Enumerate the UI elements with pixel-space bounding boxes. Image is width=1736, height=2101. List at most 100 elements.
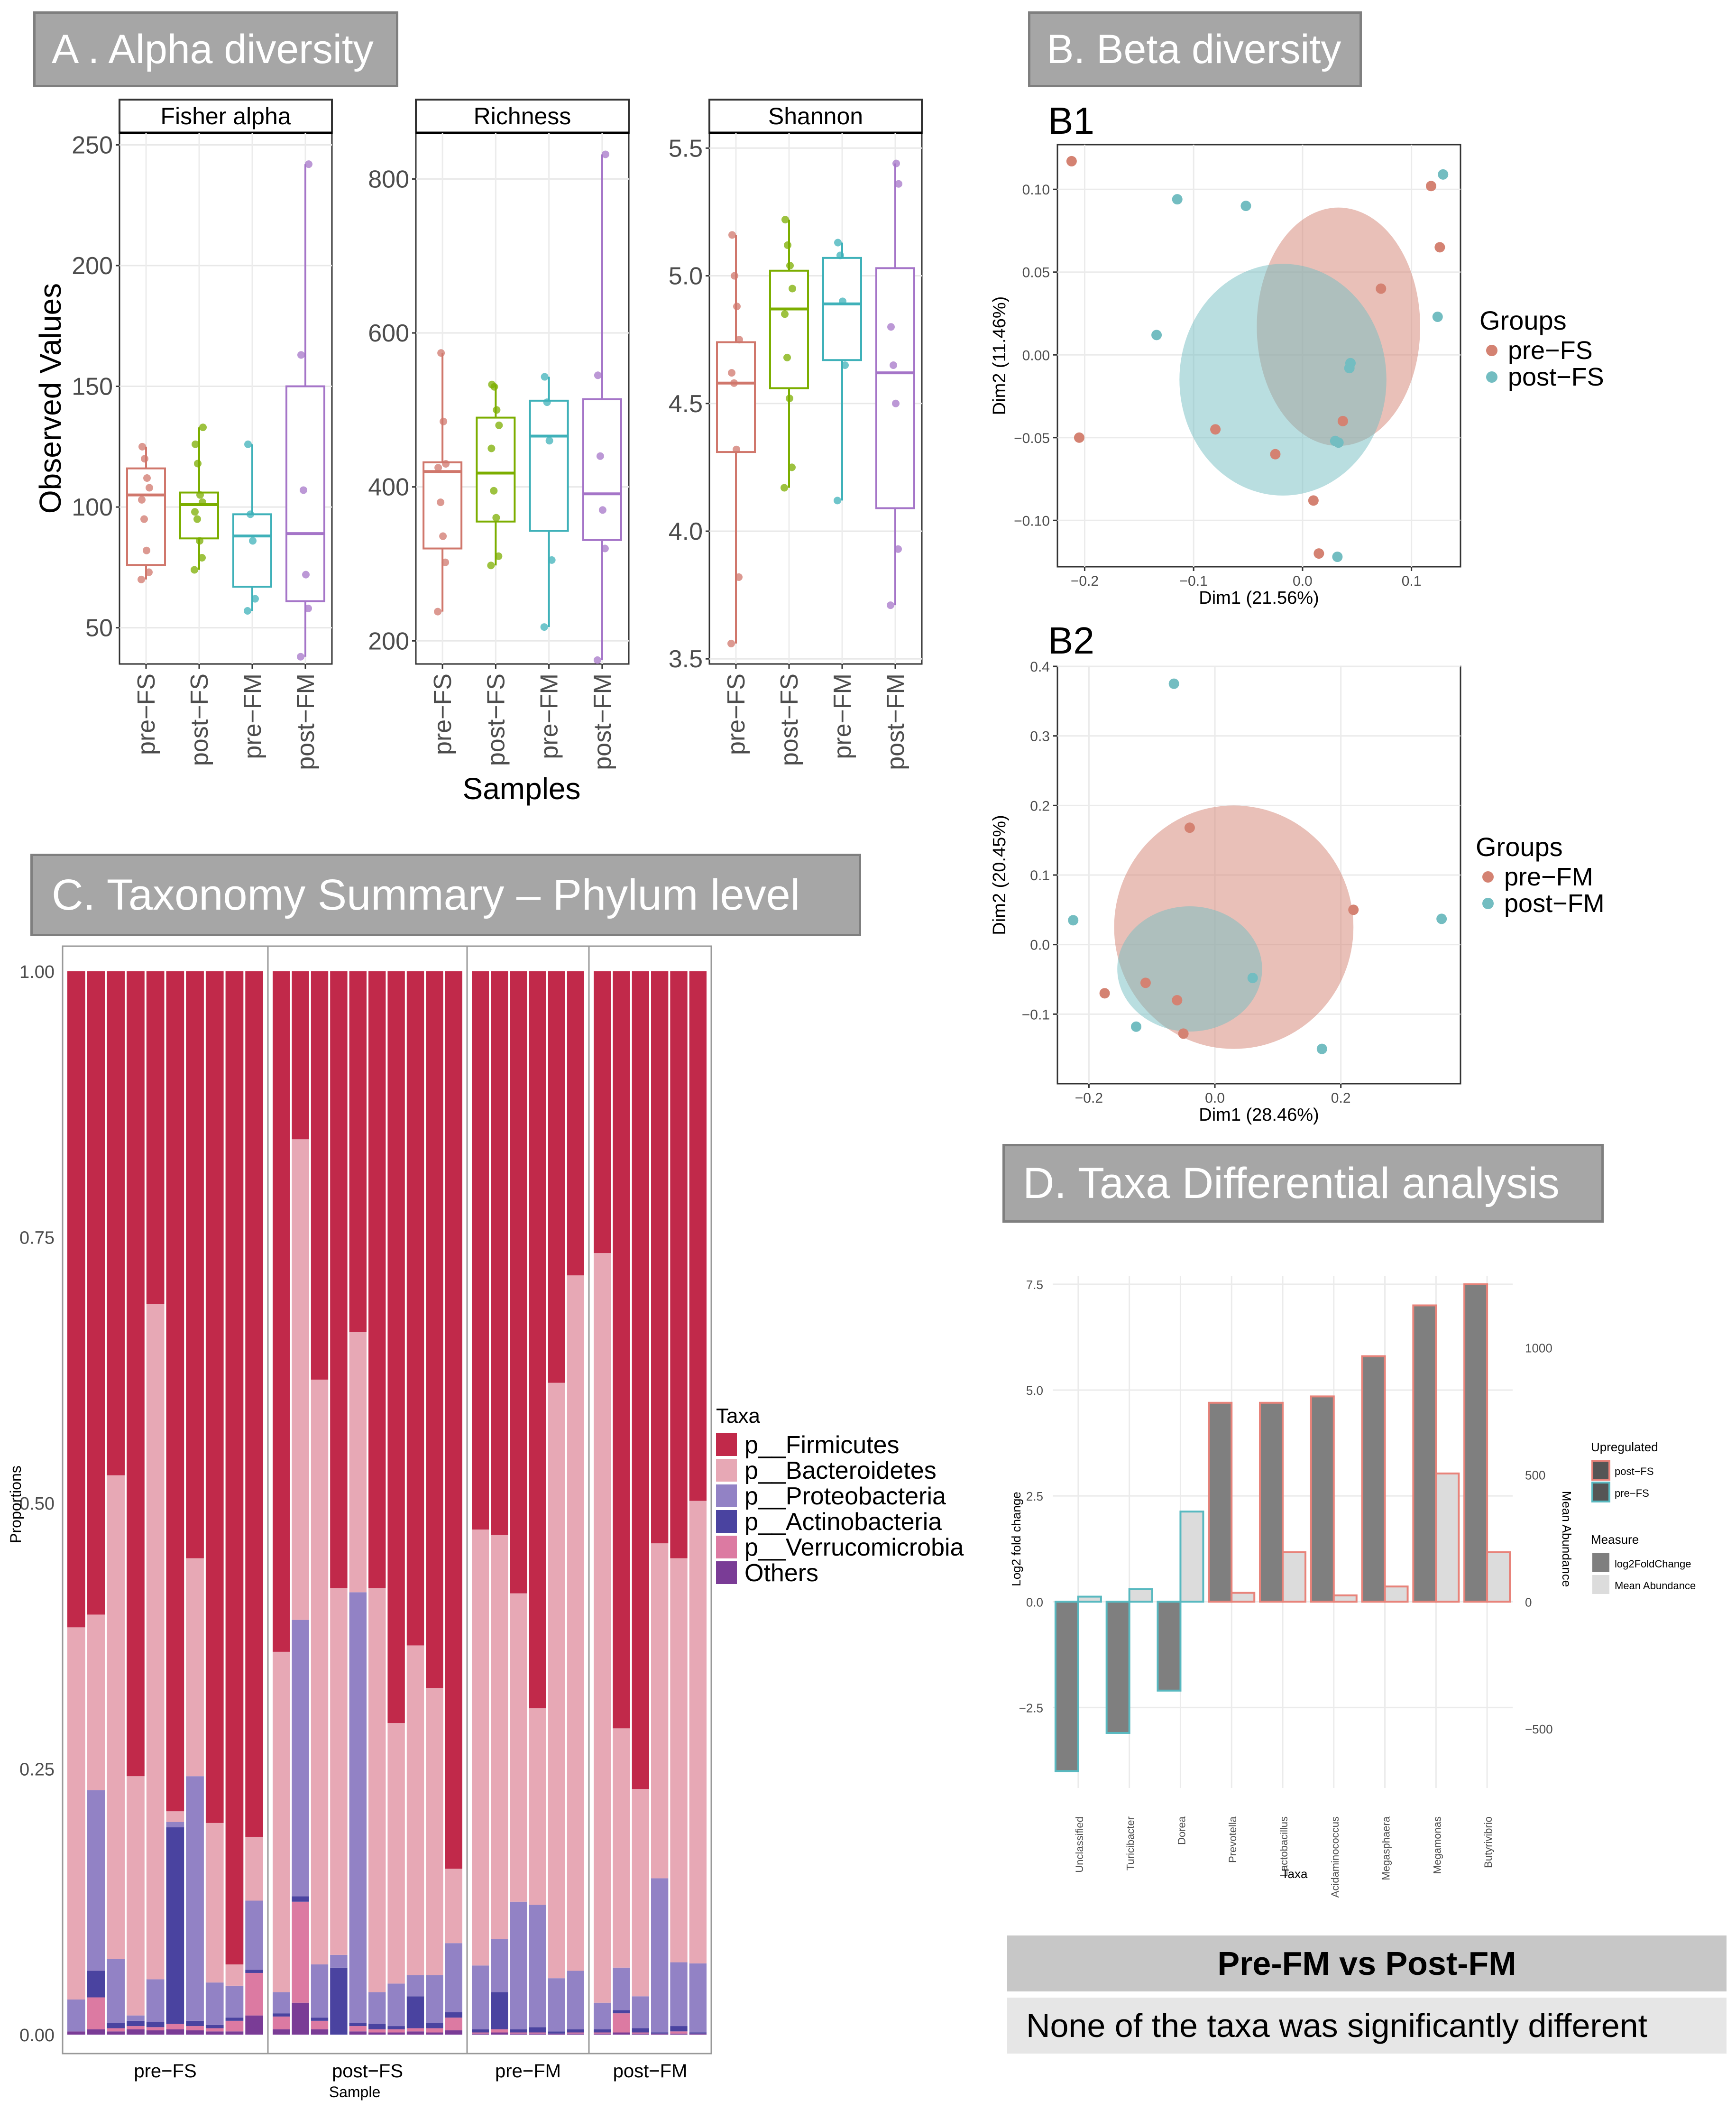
alpha-point	[892, 159, 900, 167]
taxonomy-bar-segment	[491, 1992, 508, 2029]
ordination-point	[1438, 169, 1449, 180]
banner-text-box: None of the taxa was significantly diffe…	[1007, 1998, 1727, 2054]
taxonomy-bar-segment	[368, 2029, 386, 2033]
diff-xtick-label: Megamonas	[1431, 1816, 1443, 1874]
alpha-ytick-label: 100	[72, 494, 113, 521]
alpha-ytick-label: 200	[368, 627, 409, 655]
alpha-point	[781, 310, 789, 318]
diff-logfc-bar	[1054, 1601, 1079, 1772]
ordination-point	[1270, 449, 1281, 460]
taxonomy-bar-segment	[127, 971, 145, 1777]
taxonomy-bar-segment	[510, 1901, 527, 2029]
taxonomy-bar-segment	[330, 971, 348, 1588]
taxonomy-bar-segment	[426, 2023, 443, 2028]
ordination-point	[1066, 156, 1077, 166]
alpha-panel-title: Shannon	[768, 103, 863, 129]
taxonomy-legend-label: p__Actinobacteria	[744, 1508, 942, 1536]
taxonomy-bar-segment	[548, 2033, 565, 2035]
alpha-xtick-label: pre−FS	[133, 673, 160, 755]
taxonomy-bar-segment	[613, 1728, 630, 1968]
taxonomy-legend-key	[716, 1561, 737, 1584]
alpha-point	[887, 323, 895, 331]
ordination-legend-key	[1486, 371, 1497, 383]
taxonomy-bar-segment	[127, 2029, 145, 2035]
taxonomy-bar-segment	[245, 2015, 263, 2035]
taxonomy-bar-segment	[292, 1139, 309, 1620]
taxonomy-legend-key	[716, 1459, 737, 1482]
alpha-point	[300, 486, 307, 494]
alpha-point	[199, 498, 206, 506]
taxonomy-bar-segment	[292, 1901, 309, 2003]
alpha-point	[887, 601, 894, 609]
taxonomy-bar-segment	[166, 2029, 184, 2035]
alpha-point	[783, 353, 791, 361]
diff-abundance-bar	[1384, 1585, 1409, 1603]
banner-text: None of the taxa was significantly diffe…	[1026, 2007, 1648, 2044]
taxonomy-bar-segment	[594, 2002, 611, 2029]
alpha-point	[735, 573, 743, 581]
ordination-ylabel: Dim2 (11.46%)	[990, 296, 1010, 415]
taxonomy-bar-segment	[567, 971, 584, 1276]
taxonomy-bar-segment	[67, 971, 85, 1628]
diff-abundance-bar	[1128, 1588, 1153, 1603]
diff-legend-label: Mean Abundance	[1615, 1580, 1696, 1592]
taxonomy-bar-segment	[107, 2028, 125, 2032]
taxonomy-bar-segment	[567, 2033, 584, 2035]
ordination-point	[1172, 194, 1183, 205]
taxonomy-bar-segment	[594, 971, 611, 1253]
taxonomy-bar-segment	[594, 2032, 611, 2034]
taxonomy-bar-segment	[613, 1967, 630, 2010]
alpha-box	[476, 416, 516, 523]
alpha-point	[593, 656, 601, 664]
alpha-box	[769, 269, 809, 389]
diff-abundance-bar	[1179, 1511, 1204, 1603]
alpha-point	[492, 514, 500, 522]
taxonomy-group-label: post−FM	[613, 2061, 688, 2082]
diff-legend-key	[1592, 1575, 1609, 1594]
taxonomy-bar-segment	[127, 1776, 145, 2016]
taxonomy-bar-segment	[107, 1959, 125, 2023]
taxonomy-bar-segment	[510, 1593, 527, 1902]
taxonomy-bar-segment	[107, 1475, 125, 1959]
taxonomy-legend-label: p__Verrucomicrobia	[744, 1534, 964, 1561]
diff-abundance-bar	[1231, 1592, 1256, 1603]
alpha-point	[894, 545, 902, 553]
alpha-point	[193, 515, 201, 523]
taxonomy-bar-segment	[368, 2024, 386, 2029]
diff-logfc-bar	[1259, 1401, 1284, 1603]
ordination-legend-label: pre−FS	[1508, 336, 1593, 365]
taxonomy-bar-segment	[311, 1379, 329, 1965]
ordination-point	[1344, 363, 1355, 374]
ordination-panel-title: B1	[1048, 100, 1094, 142]
ordination-legend-label: pre−FM	[1504, 863, 1593, 891]
taxonomy-bar-segment	[387, 971, 405, 1723]
taxonomy-bar-segment	[349, 2026, 367, 2032]
taxonomy-bar-segment	[529, 1905, 546, 2027]
taxonomy-bar-segment	[670, 1962, 688, 2027]
taxonomy-bar-segment	[632, 2032, 649, 2034]
taxonomy-ytick-label: 0.75	[19, 1228, 55, 1248]
taxonomy-bar-segment	[107, 2023, 125, 2028]
taxonomy-bar-segment	[67, 2031, 85, 2035]
alpha-ytick-label: 4.0	[669, 518, 703, 545]
alpha-point	[543, 398, 551, 406]
alpha-box	[875, 267, 915, 509]
alpha-point	[138, 575, 145, 583]
alpha-point	[495, 552, 503, 560]
taxonomy-bar-segment	[472, 1530, 489, 1966]
alpha-point	[191, 566, 198, 574]
taxonomy-bar-segment	[548, 1978, 565, 2032]
taxonomy-bar-segment	[689, 2033, 707, 2035]
taxonomy-bar-segment	[330, 1967, 348, 2035]
taxonomy-bar-segment	[406, 2031, 424, 2035]
taxonomy-bar-segment	[146, 1304, 165, 1980]
alpha-point	[437, 349, 445, 357]
alpha-point	[731, 272, 738, 280]
alpha-point	[442, 460, 450, 468]
taxonomy-bar-segment	[330, 1588, 348, 1955]
taxonomy-ytick-label: 0.25	[19, 1760, 55, 1780]
banner-title-box: Pre-FM vs Post-FM	[1007, 1935, 1727, 1991]
taxonomy-bar-segment	[349, 1592, 367, 2023]
taxonomy-legend-key	[716, 1510, 737, 1533]
